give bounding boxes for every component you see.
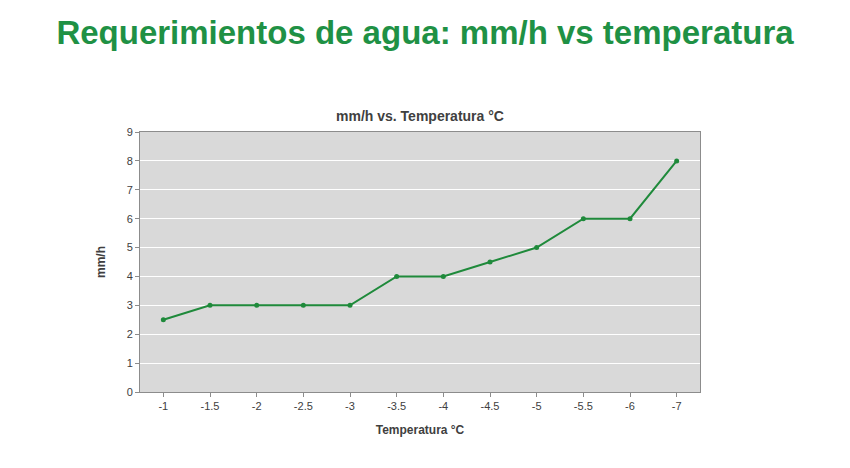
svg-text:-3.5: -3.5 xyxy=(387,400,406,412)
svg-text:-5.5: -5.5 xyxy=(574,400,593,412)
svg-text:8: 8 xyxy=(127,155,133,167)
svg-text:2: 2 xyxy=(127,328,133,340)
svg-text:9: 9 xyxy=(127,126,133,138)
svg-text:Temperatura °C: Temperatura °C xyxy=(376,423,465,437)
svg-text:4: 4 xyxy=(127,270,133,282)
svg-text:-7: -7 xyxy=(672,400,682,412)
svg-text:Requerimientos de agua: mm/h v: Requerimientos de agua: mm/h vs temperat… xyxy=(56,14,794,51)
svg-text:0: 0 xyxy=(127,386,133,398)
svg-text:1: 1 xyxy=(127,357,133,369)
svg-text:-2.5: -2.5 xyxy=(294,400,313,412)
svg-text:3: 3 xyxy=(127,299,133,311)
svg-text:7: 7 xyxy=(127,184,133,196)
svg-text:-1: -1 xyxy=(158,400,168,412)
svg-text:-6: -6 xyxy=(625,400,635,412)
svg-text:5: 5 xyxy=(127,241,133,253)
svg-text:-4: -4 xyxy=(438,400,448,412)
svg-text:-3: -3 xyxy=(345,400,355,412)
svg-text:-5: -5 xyxy=(532,400,542,412)
svg-text:-4.5: -4.5 xyxy=(481,400,500,412)
svg-text:-1.5: -1.5 xyxy=(201,400,220,412)
svg-text:mm/h vs. Temperatura °C: mm/h vs. Temperatura °C xyxy=(336,108,504,124)
svg-text:6: 6 xyxy=(127,213,133,225)
svg-text:-2: -2 xyxy=(252,400,262,412)
svg-text:mm/h: mm/h xyxy=(94,246,108,278)
